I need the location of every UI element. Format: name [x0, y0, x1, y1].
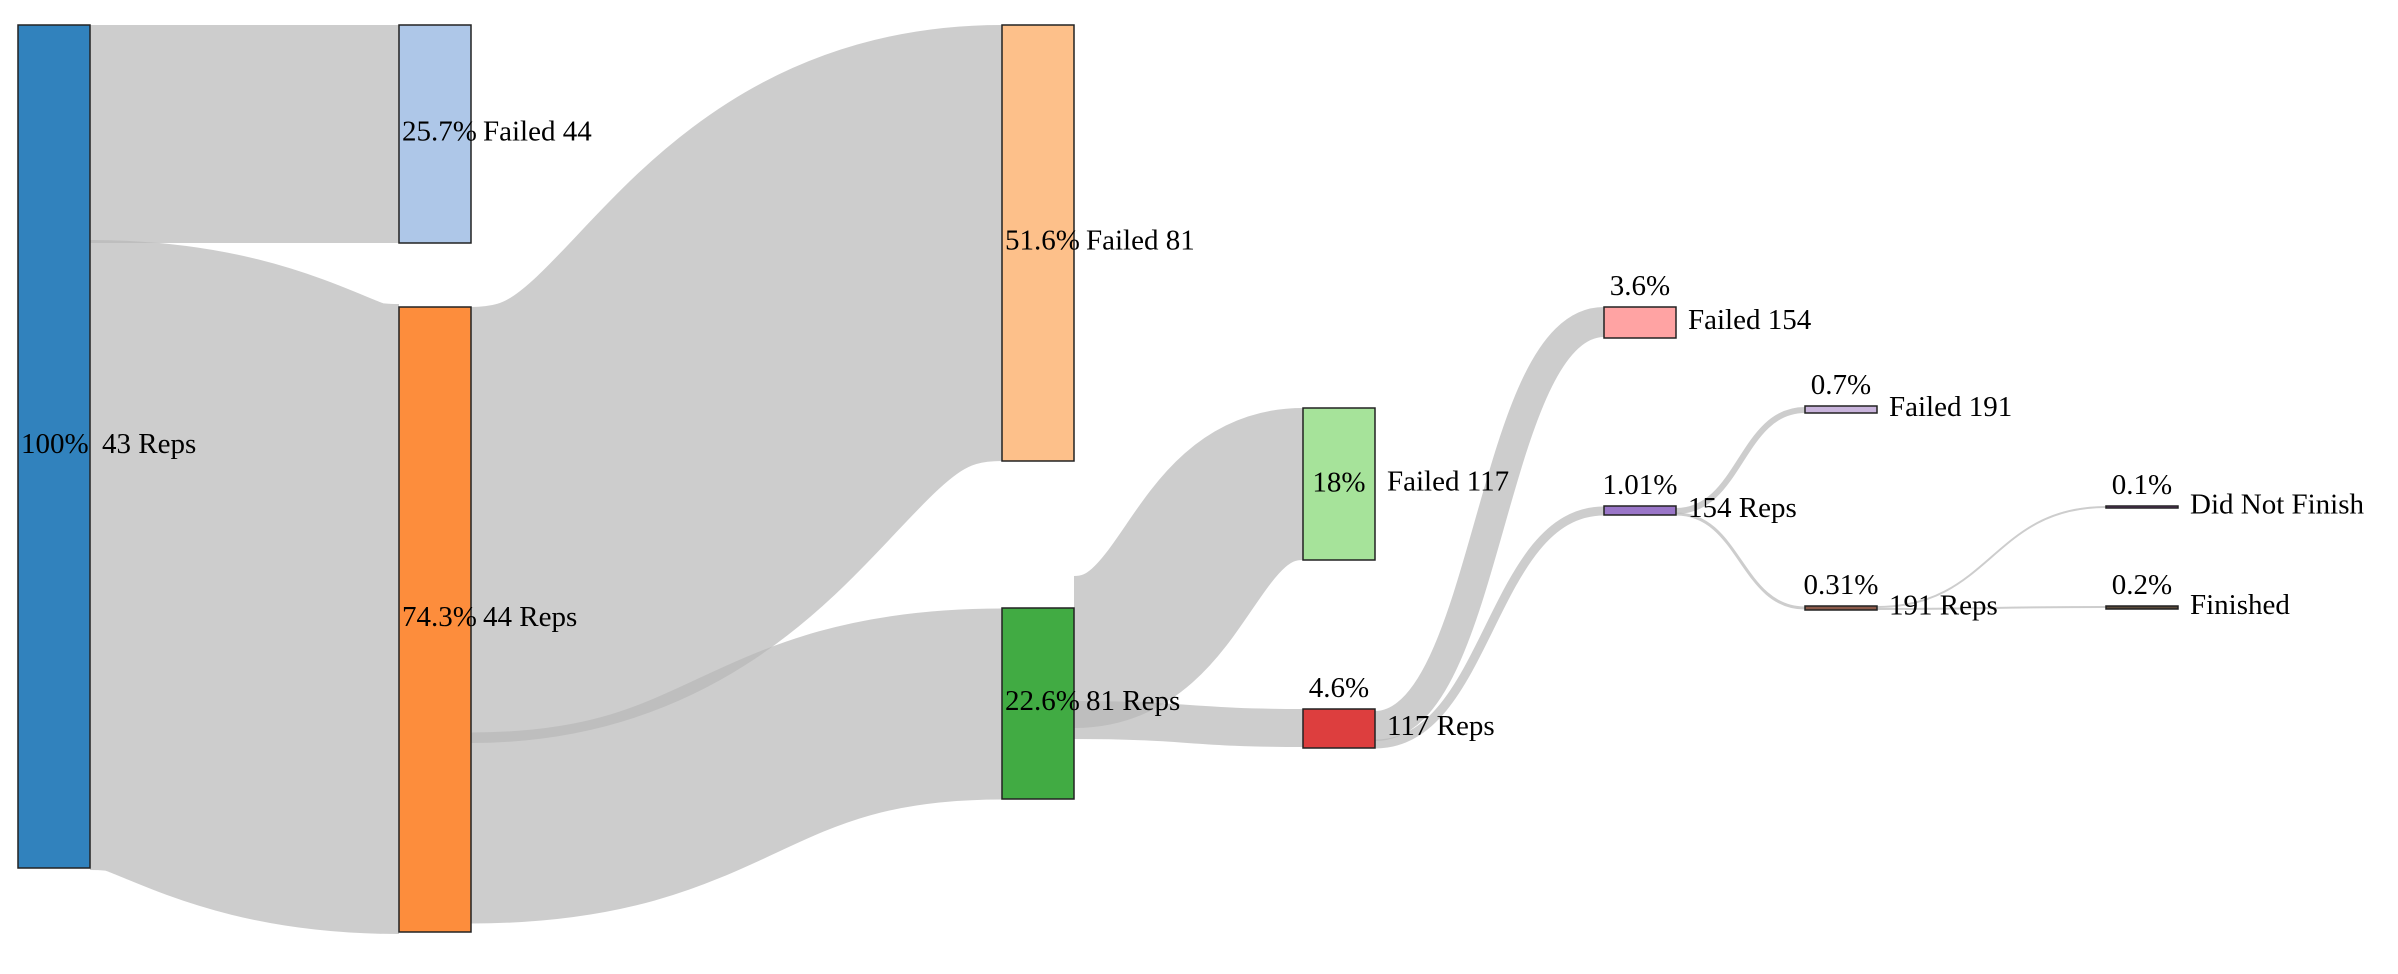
link-n81-to-n117[interactable]: [1073, 701, 1304, 747]
node-f44[interactable]: 25.7% Failed 44: [398, 24, 592, 244]
node-n44-percent: 74.3%: [402, 601, 477, 633]
node-f154-percent: 3.6%: [1610, 270, 1670, 302]
node-f154[interactable]: 3.6% Failed 154: [1603, 270, 1812, 339]
node-n154-percent: 1.01%: [1603, 469, 1678, 501]
node-f154-label: Failed 154: [1688, 304, 1812, 336]
link-n81-to-f117[interactable]: [1068, 408, 1309, 728]
node-n154[interactable]: 1.01% 154 Reps: [1603, 469, 1797, 524]
node-fin-bar[interactable]: [2105, 605, 2179, 610]
node-f191[interactable]: 0.7% Failed 191: [1804, 369, 2012, 423]
link-n117-to-n154[interactable]: [1374, 506, 1605, 749]
node-n81-label: 81 Reps: [1086, 685, 1180, 717]
node-n43-bar[interactable]: [17, 24, 91, 869]
node-dnf-percent: 0.1%: [2112, 469, 2172, 501]
link-n117-to-f154[interactable]: [1373, 307, 1606, 741]
node-n117-label: 117 Reps: [1387, 710, 1495, 742]
node-f117-bar[interactable]: [1302, 407, 1376, 561]
node-n154-bar[interactable]: [1603, 505, 1677, 516]
node-n191[interactable]: 0.31% 191 Reps: [1804, 569, 1998, 622]
node-f191-percent: 0.7%: [1811, 369, 1871, 401]
node-n191-bar[interactable]: [1804, 605, 1878, 611]
node-dnf-bar[interactable]: [2105, 505, 2179, 509]
node-f81-percent: 51.6%: [1005, 225, 1080, 257]
node-f117-label: Failed 117: [1387, 466, 1509, 498]
node-f154-bar[interactable]: [1603, 306, 1677, 339]
node-dnf-label: Did Not Finish: [2190, 489, 2365, 521]
node-n154-label: 154 Reps: [1688, 492, 1797, 524]
node-f44-bar[interactable]: [398, 24, 472, 244]
link-n44-to-n81[interactable]: [470, 608, 1003, 924]
node-n117-percent: 4.6%: [1309, 672, 1369, 704]
link-n154-to-n191[interactable]: [1675, 512, 1806, 610]
link-n44-to-f81[interactable]: [463, 25, 1010, 743]
node-f81-label: Failed 81: [1086, 225, 1195, 257]
node-n117-bar[interactable]: [1302, 708, 1376, 749]
node-n43-percent: 100%: [21, 428, 89, 460]
node-f81-bar[interactable]: [1001, 24, 1075, 462]
node-n43[interactable]: 100% 43 Reps: [17, 24, 196, 869]
sankey-nodes: 100% 43 Reps 25.7% Failed 44 74.3% 44 Reps 51.…: [17, 24, 2365, 933]
node-f191-bar[interactable]: [1804, 405, 1878, 414]
node-n191-label: 191 Reps: [1889, 590, 1998, 622]
node-n81-bar[interactable]: [1001, 607, 1075, 800]
node-f191-label: Failed 191: [1889, 391, 2012, 423]
node-f117-percent: 18%: [1312, 467, 1365, 499]
sankey-links: [83, 24, 2107, 934]
link-n191-to-fin[interactable]: [1876, 606, 2107, 610]
node-dnf[interactable]: 0.1% Did Not Finish: [2105, 469, 2365, 521]
link-n191-to-dnf[interactable]: [1876, 506, 2107, 608]
node-n44-label: 44 Reps: [483, 601, 577, 633]
node-n117[interactable]: 4.6% 117 Reps: [1302, 672, 1495, 749]
link-n154-to-f191[interactable]: [1675, 407, 1806, 514]
link-n43-to-n44[interactable]: [83, 240, 406, 934]
node-f44-percent: 25.7%: [402, 116, 477, 148]
node-fin-percent: 0.2%: [2112, 569, 2172, 601]
node-f117[interactable]: 18% Failed 117: [1302, 407, 1509, 561]
node-n81[interactable]: 22.6% 81 Reps: [1001, 607, 1180, 800]
node-fin[interactable]: 0.2% Finished: [2105, 569, 2290, 621]
node-n191-percent: 0.31%: [1804, 569, 1879, 601]
node-n81-percent: 22.6%: [1005, 685, 1080, 717]
node-f44-label: Failed 44: [483, 116, 592, 148]
node-fin-label: Finished: [2190, 589, 2290, 621]
node-n43-label: 43 Reps: [102, 428, 196, 460]
node-n44-bar[interactable]: [398, 306, 472, 933]
node-n44[interactable]: 74.3% 44 Reps: [398, 306, 577, 933]
node-f81[interactable]: 51.6% Failed 81: [1001, 24, 1195, 462]
